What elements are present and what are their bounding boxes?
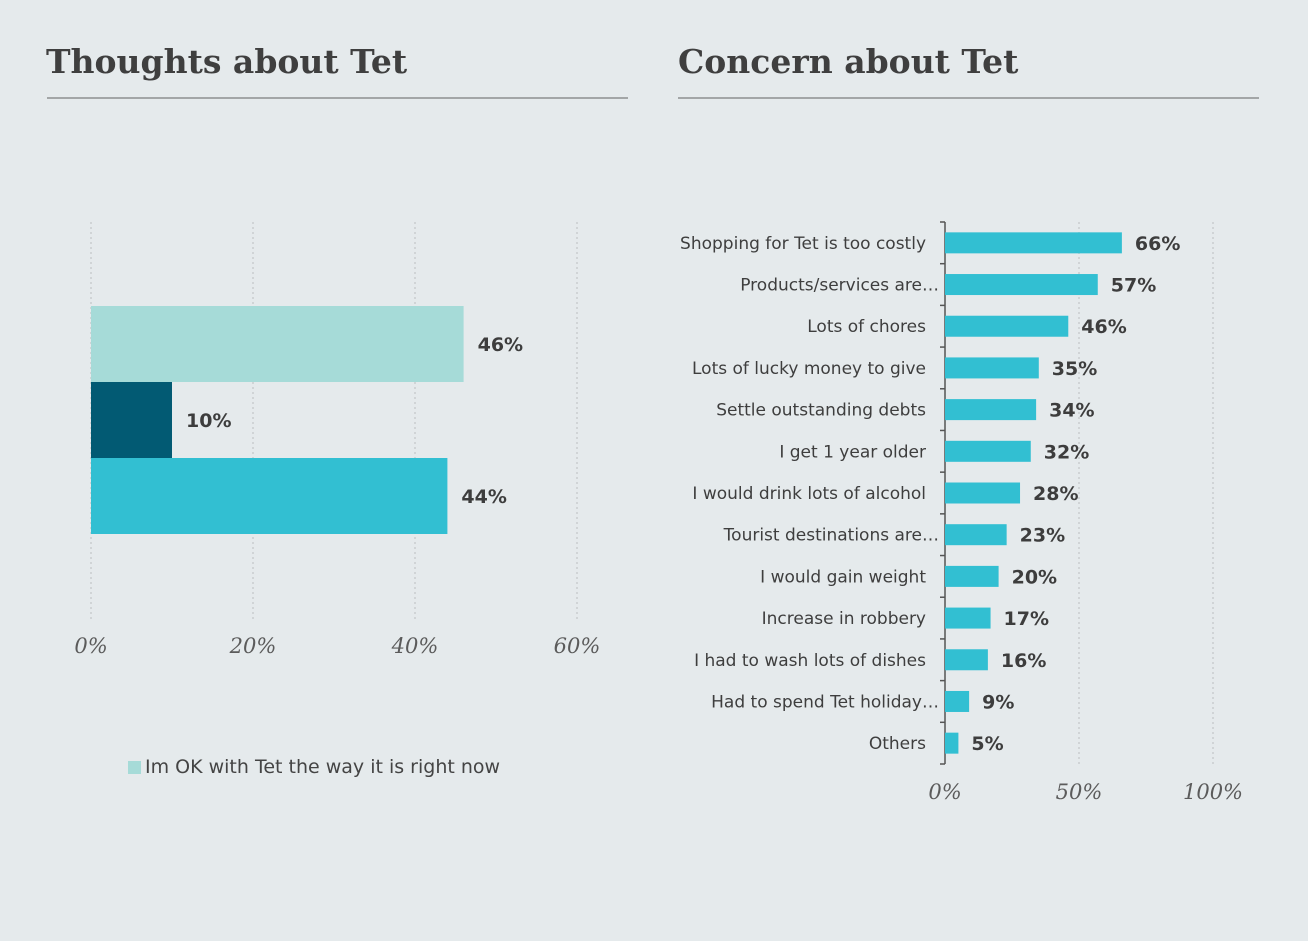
left-title-divider [47, 97, 628, 99]
right-bar [945, 357, 1039, 379]
right-bar-value-label: 23% [1020, 525, 1065, 547]
left-bar [91, 382, 172, 458]
right-bar-value-label: 20% [1012, 566, 1057, 588]
right-bar [945, 399, 1037, 421]
right-x-tick-label: 100% [1183, 780, 1243, 804]
right-category-label: I would drink lots of alcohol [692, 484, 926, 504]
right-bar [945, 732, 959, 754]
right-chart-title: Concern about Tet [678, 42, 1019, 81]
left-bar-value-label: 44% [461, 486, 506, 508]
left-bar [91, 306, 464, 382]
right-bar-value-label: 16% [1001, 650, 1046, 672]
right-bar-value-label: 28% [1033, 483, 1078, 505]
left-bar [91, 458, 448, 534]
right-category-label: I would gain weight [760, 567, 926, 587]
right-title-divider [678, 97, 1259, 99]
right-bar [945, 315, 1069, 337]
right-bar-value-label: 5% [971, 733, 1003, 755]
right-category-label: I had to wash lots of dishes [694, 651, 926, 671]
right-bar [945, 524, 1007, 546]
right-category-label: Others [869, 734, 926, 754]
right-bar [945, 649, 988, 671]
right-bar [945, 274, 1098, 296]
left-bar-value-label: 46% [478, 334, 523, 356]
right-bar-value-label: 46% [1081, 316, 1126, 338]
right-bar-value-label: 17% [1004, 608, 1049, 630]
right-bar-value-label: 9% [982, 691, 1014, 713]
right-bar [945, 607, 991, 629]
right-bar-value-label: 32% [1044, 441, 1089, 463]
right-bar-value-label: 57% [1111, 275, 1156, 297]
right-x-tick-label: 0% [928, 780, 961, 804]
right-bar [945, 440, 1031, 462]
right-category-label: Products/services are… [740, 276, 939, 296]
right-bar [945, 232, 1122, 254]
right-bar [945, 565, 999, 587]
left-x-tick-label: 60% [554, 634, 601, 658]
left-x-tick-label: 20% [229, 634, 277, 658]
left-chart-title: Thoughts about Tet [46, 42, 408, 81]
right-category-label: Increase in robbery [762, 609, 926, 629]
right-category-label: Settle outstanding debts [716, 401, 926, 421]
right-category-label: Had to spend Tet holiday… [711, 692, 939, 712]
right-bar-value-label: 34% [1049, 400, 1094, 422]
left-x-tick-label: 0% [74, 634, 107, 658]
left-chart-legend: Im OK with Tet the way it is right now [128, 756, 500, 778]
legend-swatch [128, 760, 141, 774]
legend-label: Im OK with Tet the way it is right now [145, 756, 501, 778]
left-bar-value-label: 10% [186, 410, 231, 432]
left-x-tick-label: 40% [391, 634, 439, 658]
right-bar-value-label: 35% [1052, 358, 1097, 380]
right-category-label: Lots of lucky money to give [692, 359, 926, 379]
right-bar [945, 482, 1021, 504]
right-bar-value-label: 66% [1135, 233, 1180, 255]
right-bar [945, 690, 970, 712]
right-category-label: Lots of chores [807, 317, 926, 337]
right-category-label: Tourist destinations are… [723, 526, 939, 546]
right-category-label: Shopping for Tet is too costly [680, 234, 926, 254]
right-category-label: I get 1 year older [779, 442, 926, 462]
right-x-tick-label: 50% [1056, 780, 1103, 804]
